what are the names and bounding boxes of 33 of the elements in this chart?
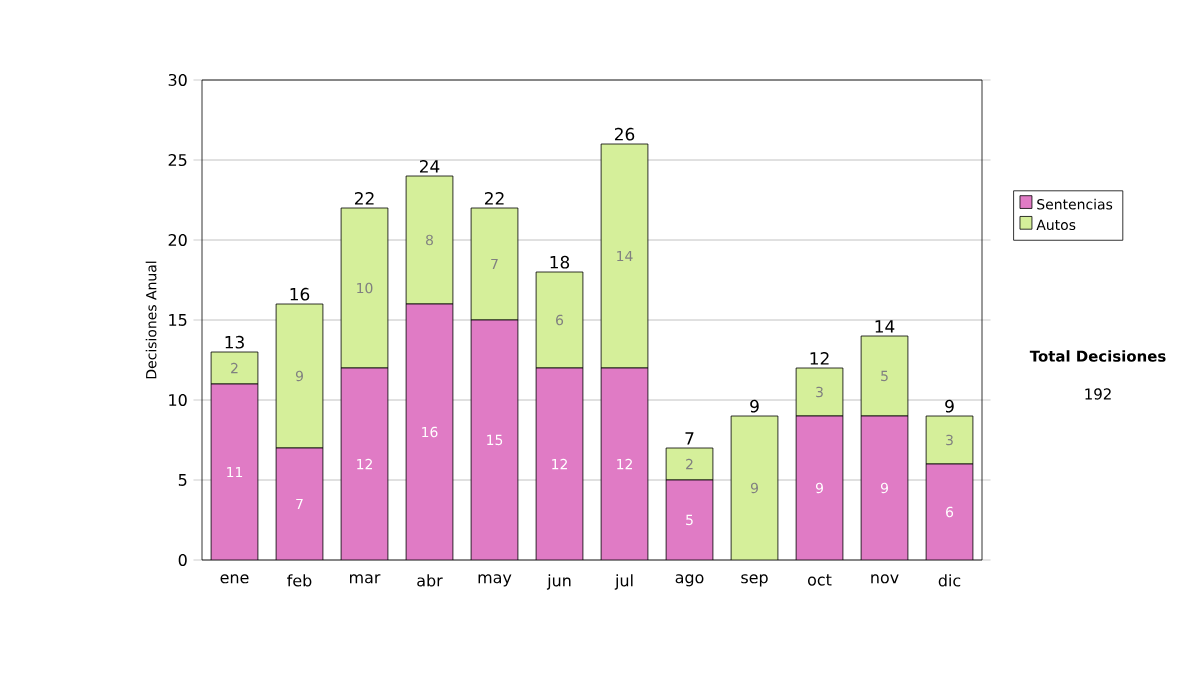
bar <box>535 271 584 369</box>
bar <box>340 207 389 369</box>
bar <box>860 335 909 417</box>
bar <box>795 367 844 417</box>
bar <box>276 448 323 560</box>
total-label: 12 <box>810 352 829 365</box>
bar <box>536 368 583 560</box>
total-label: 7 <box>685 432 694 445</box>
total-label: 26 <box>614 127 635 141</box>
bar <box>925 415 974 465</box>
bar <box>405 175 454 305</box>
total-label: 24 <box>419 160 440 173</box>
bar <box>470 207 519 321</box>
bar <box>471 320 518 560</box>
bar <box>211 384 258 560</box>
total-label: 9 <box>750 399 759 413</box>
bar <box>601 368 648 560</box>
bar <box>666 480 713 560</box>
total-label: 22 <box>484 192 504 205</box>
bar <box>861 416 908 560</box>
total-label: 16 <box>290 287 310 301</box>
bar <box>731 416 778 560</box>
bar <box>275 303 324 449</box>
bar <box>406 304 453 560</box>
total-label: 18 <box>550 255 570 269</box>
total-label: 22 <box>354 192 374 205</box>
bar <box>925 463 974 560</box>
total-label: 13 <box>225 335 244 349</box>
total-label: 14 <box>875 320 895 333</box>
total-label: 9 <box>945 399 954 413</box>
bar <box>796 416 843 560</box>
bar <box>600 143 649 369</box>
bar <box>341 368 388 560</box>
